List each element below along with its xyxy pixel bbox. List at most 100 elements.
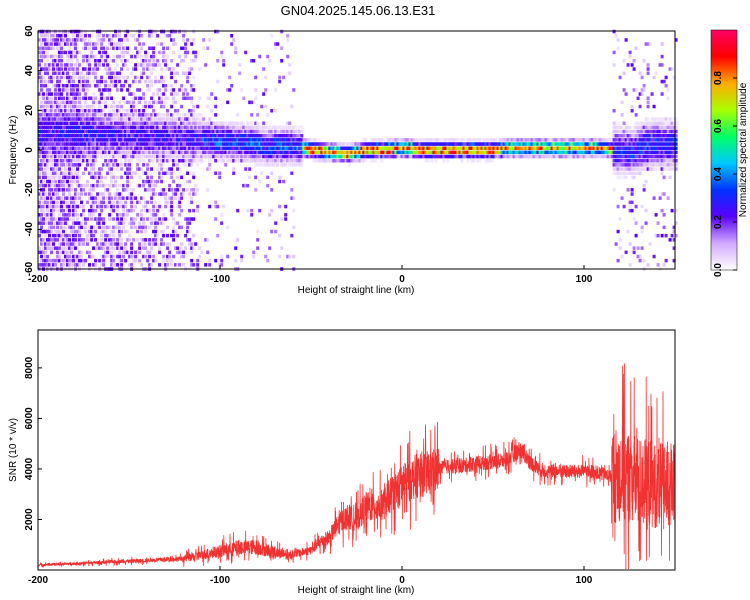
spectrogram-cell: [190, 117, 194, 121]
spectrogram-cell: [174, 192, 178, 196]
spectrogram-cell: [648, 242, 652, 246]
spectrogram-cell: [190, 263, 194, 267]
spectrogram-cell: [434, 154, 438, 159]
spectrogram-cell: [64, 84, 67, 88]
spectrogram-cell: [196, 159, 200, 163]
spectrogram-cell: [72, 104, 75, 109]
spectrogram-cell: [370, 150, 374, 155]
spectrogram-cell: [62, 142, 65, 146]
spectrogram-cell: [48, 229, 51, 234]
spectrogram-cell: [52, 138, 55, 142]
spectrogram-cell: [142, 196, 146, 200]
spectrogram-cell: [182, 71, 186, 75]
spectrogram-cell: [432, 138, 436, 142]
spectrogram-cell: [254, 150, 258, 155]
spectrogram-cell: [178, 263, 182, 267]
spectrogram-cell: [640, 134, 644, 138]
spectrogram-cell: [672, 167, 676, 171]
spectrogram-cell: [180, 134, 184, 138]
spectrogram-cell: [66, 138, 69, 142]
spectrogram-cell: [106, 88, 110, 92]
spectrogram-cell: [462, 142, 466, 146]
spectrogram-cell: [210, 125, 214, 130]
spectrogram-cell: [60, 159, 63, 163]
spectrogram-cell: [74, 138, 77, 142]
spectrogram-cell: [146, 217, 150, 221]
spectrogram-cell: [512, 142, 516, 146]
spectrogram-cell: [116, 200, 120, 205]
spectrogram-cell: [258, 208, 262, 213]
spectrogram-cell: [536, 142, 540, 146]
spectrogram-cell: [84, 167, 87, 171]
spectrogram-cell: [214, 146, 218, 150]
spectrogram-cell: [208, 117, 212, 121]
spectrogram-cell: [154, 29, 158, 34]
spectrogram-cell: [112, 233, 116, 238]
spectrogram-cell: [270, 171, 274, 175]
spectrogram-cell: [256, 129, 260, 134]
spectrogram-cell: [194, 154, 198, 159]
spectrogram-cell: [642, 142, 646, 146]
spectrogram-cell: [170, 59, 174, 63]
spectrogram-cell: [76, 50, 79, 55]
spectrogram-cell: [572, 154, 576, 159]
spectrogram-cell: [96, 171, 100, 175]
spectrogram-cell: [410, 142, 414, 146]
spectrogram-cell: [244, 146, 248, 150]
spectrogram-cell: [588, 150, 592, 155]
spectrogram-cell: [170, 159, 174, 163]
spectrogram-cell: [98, 175, 102, 180]
spectrogram-cell: [190, 96, 194, 100]
spectrogram-cell: [478, 159, 482, 163]
spectrogram-cell: [152, 92, 156, 96]
spectrogram-cell: [42, 242, 45, 246]
spectrogram-cell: [40, 242, 43, 246]
spectrogram-cell: [124, 109, 128, 113]
spectrogram-cell: [650, 154, 654, 159]
spectrogram-cell: [112, 204, 116, 209]
spectrogram-cell: [132, 171, 136, 175]
spectrogram-cell: [72, 167, 75, 171]
spectrogram-cell: [448, 154, 452, 159]
spectrogram-cell: [210, 146, 214, 150]
spectrogram-cell: [154, 242, 158, 246]
spectrogram-cell: [506, 154, 510, 159]
spectrogram-cell: [128, 150, 132, 155]
spectrogram-cell: [110, 134, 114, 138]
spectrogram-cell: [88, 67, 91, 71]
spectrogram-cell: [90, 229, 94, 234]
spectrogram-cell: [620, 138, 624, 142]
spectrogram-cell: [74, 129, 77, 134]
spectrogram-cell: [138, 34, 142, 38]
spectrogram-cell: [318, 138, 322, 142]
spectrogram-cell: [410, 146, 414, 150]
spectrogram-cell: [56, 229, 59, 234]
spectrogram-cell: [120, 167, 124, 171]
spectrogram-cell: [108, 146, 112, 150]
spectrogram-cell: [546, 138, 550, 142]
spectrogram-cell: [154, 79, 158, 84]
spectrogram-cell: [46, 254, 49, 259]
spectrogram-cell: [42, 238, 45, 242]
spectrogram-cell: [654, 146, 658, 150]
spectrogram-cell: [144, 129, 148, 134]
spectrogram-cell: [92, 92, 96, 96]
spectrogram-cell: [38, 163, 41, 167]
spectrogram-cell: [640, 154, 644, 159]
spectrogram-cell: [254, 96, 258, 100]
spectrogram-cell: [86, 159, 89, 163]
spectrogram-cell: [652, 196, 656, 200]
spectrogram-cell: [618, 146, 622, 150]
spectrogram-cell: [218, 129, 222, 134]
spectrogram-cell: [146, 63, 150, 67]
spectrogram-cell: [134, 79, 138, 84]
spectrogram-cell: [60, 204, 63, 209]
spectrogram-cell: [204, 154, 208, 159]
spectrogram-cell: [70, 242, 73, 246]
spectrogram-cell: [194, 129, 198, 134]
spectrogram-cell: [110, 246, 114, 250]
spectrogram-cell: [96, 175, 100, 180]
spectrogram-cell: [98, 138, 102, 142]
spectrogram-cell: [622, 150, 626, 155]
